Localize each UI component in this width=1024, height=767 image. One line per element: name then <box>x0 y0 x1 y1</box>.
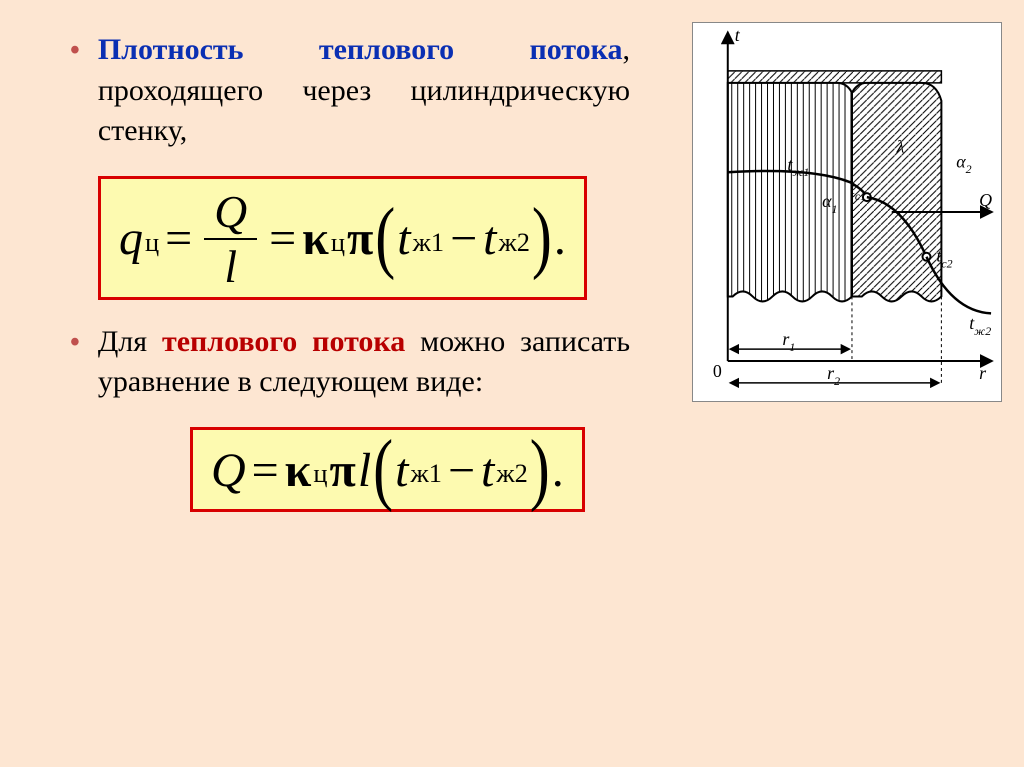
Q-label: Q <box>979 190 992 210</box>
formula-1: qц = Q l = κц π ( tж1 − tж2 ) . <box>119 185 566 293</box>
origin-label: 0 <box>713 361 722 381</box>
f1-q: q <box>119 211 143 266</box>
f1-ksub: ц <box>331 227 345 258</box>
f1-frac: Q l <box>204 185 257 293</box>
f2-eq: = <box>248 443 283 498</box>
f2-t2sub: ж2 <box>496 458 527 489</box>
f1-minus: − <box>446 211 481 266</box>
f1-pi: π <box>347 211 373 266</box>
f2-rp: ) <box>530 421 550 514</box>
f2-ksub: ц <box>313 458 327 489</box>
f2-Q: Q <box>211 443 246 498</box>
formula-2: Q = κц π l ( tж1 − tж2 ) . <box>211 436 564 505</box>
f1-t2: t <box>483 211 496 266</box>
para2-pre: Для <box>98 325 162 358</box>
text-column: • Плотность теплового потока, проходящег… <box>70 30 630 403</box>
alpha2: α2 <box>956 151 971 176</box>
f2-t2: t <box>481 443 494 498</box>
f1-lp: ( <box>375 190 395 283</box>
f1-l: l <box>214 240 247 293</box>
f1-dot: . <box>554 211 566 266</box>
bullet-item-2: • Для теплового потока можно записать ур… <box>70 322 630 403</box>
f1-t2sub: ж2 <box>498 227 529 258</box>
bullet-marker-2: • <box>70 326 80 360</box>
t-zh2: tж2 <box>969 313 991 338</box>
para2-red: теплового потока <box>162 325 405 358</box>
f1-t1: t <box>397 211 410 266</box>
f1-qsub: ц <box>145 227 159 258</box>
cylindrical-wall-diagram: t r 0 Q tж1 α1 tc1 λ α2 tc2 <box>692 22 1002 402</box>
f1-eq1: = <box>161 211 196 266</box>
bullet-item-1: • Плотность теплового потока, проходящег… <box>70 30 630 152</box>
f1-eq2: = <box>265 211 300 266</box>
formula-box-1: qц = Q l = κц π ( tж1 − tж2 ) . <box>98 176 587 300</box>
f1-kappa: κ <box>302 211 329 266</box>
f2-pi: π <box>330 443 356 498</box>
f1-Q: Q <box>204 185 257 240</box>
axis-t-label: t <box>735 25 741 45</box>
r2: r2 <box>827 363 840 388</box>
paragraph-2: Для теплового потока можно записать урав… <box>98 322 630 403</box>
paragraph-1: Плотность теплового потока, проходящего … <box>98 30 630 152</box>
f1-rp: ) <box>532 190 552 283</box>
f2-t1sub: ж1 <box>411 458 442 489</box>
r1: r1 <box>782 329 795 354</box>
f2-t1: t <box>395 443 408 498</box>
f2-l: l <box>358 443 371 498</box>
f2-lp: ( <box>373 421 393 514</box>
slide: • Плотность теплового потока, проходящег… <box>0 0 1024 767</box>
f2-dot: . <box>552 443 564 498</box>
diagram-svg: t r 0 Q tж1 α1 tc1 λ α2 tc2 <box>693 23 1001 401</box>
axis-r-label: r <box>979 363 987 383</box>
formula-box-2: Q = κц π l ( tж1 − tж2 ) . <box>190 427 585 512</box>
f2-minus: − <box>444 443 479 498</box>
f2-kappa: κ <box>285 443 312 498</box>
para1-lead: Плотность теплового потока <box>98 33 623 66</box>
f1-t1sub: ж1 <box>413 227 444 258</box>
lambda: λ <box>896 136 905 156</box>
bullet-marker: • <box>70 34 80 68</box>
